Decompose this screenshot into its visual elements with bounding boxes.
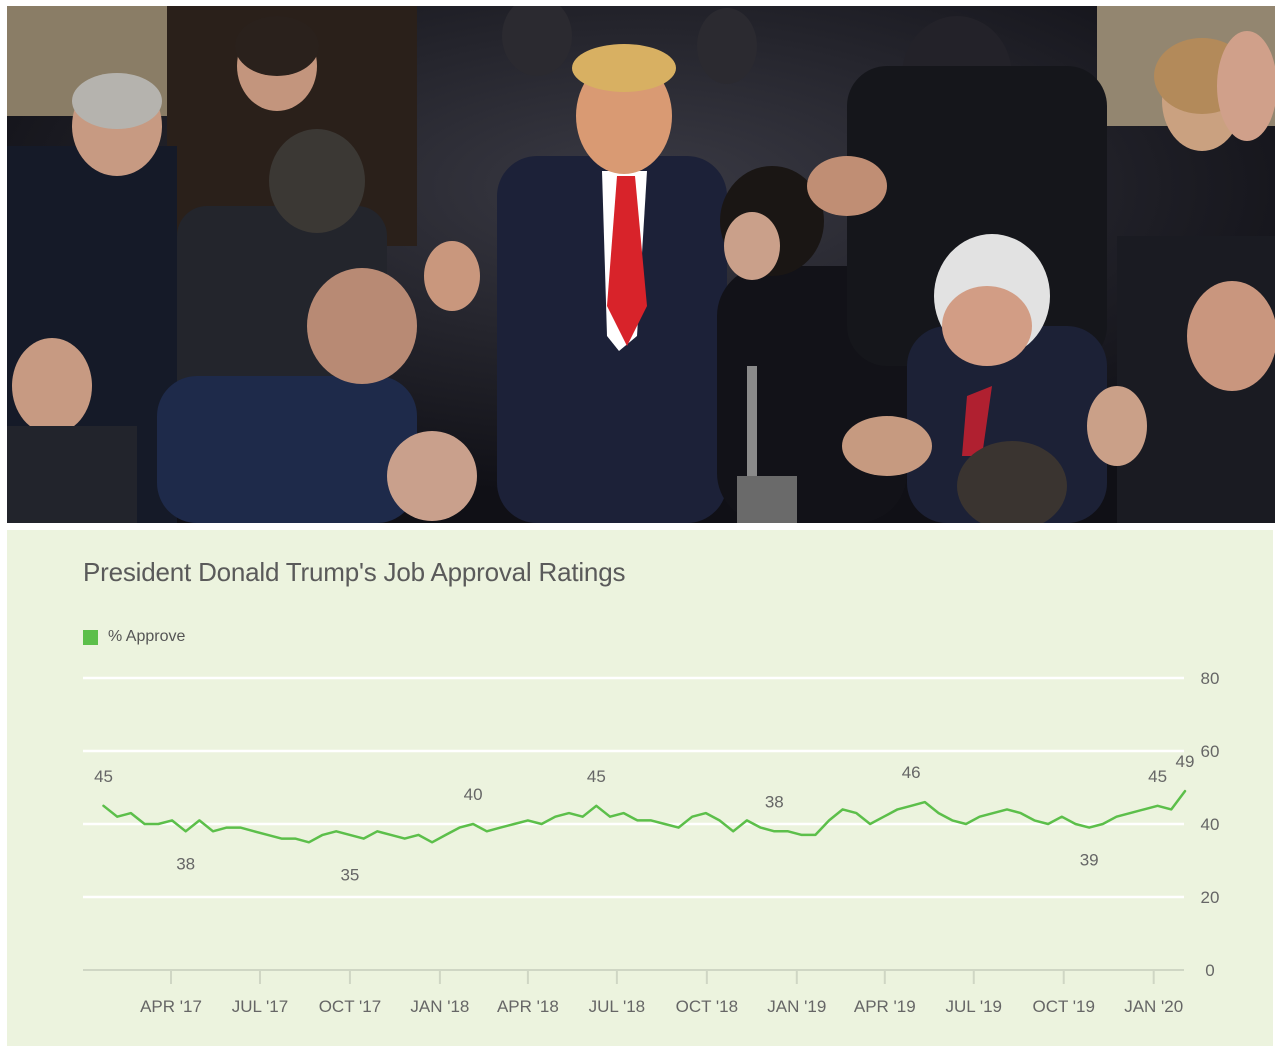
x-tick-label: JAN '19: [767, 997, 826, 1016]
chart-panel: President Donald Trump's Job Approval Ra…: [7, 530, 1273, 1046]
data-label: 35: [340, 865, 359, 884]
x-tick-label: JAN '18: [410, 997, 469, 1016]
y-tick-label: 40: [1201, 815, 1220, 834]
x-tick-label: JUL '17: [232, 997, 288, 1016]
data-label: 45: [94, 767, 113, 786]
news-photo: [7, 6, 1275, 523]
x-tick-label: OCT '19: [1032, 997, 1094, 1016]
data-label: 39: [1080, 851, 1099, 870]
x-tick-label: JUL '18: [589, 997, 645, 1016]
legend: % Approve: [83, 628, 185, 646]
data-label: 46: [902, 763, 921, 782]
series-approve: [102, 789, 1187, 844]
legend-label-approve: % Approve: [108, 628, 186, 645]
x-tick-label: OCT '18: [676, 997, 738, 1016]
data-label: 38: [765, 792, 784, 811]
data-label: 45: [587, 767, 606, 786]
gridlines: [83, 676, 1184, 971]
data-label: 45: [1148, 767, 1167, 786]
x-tick-label: JAN '20: [1124, 997, 1183, 1016]
data-labels: 45 38 35 40 45 38 46 39 45 49: [94, 752, 1194, 884]
y-tick-label: 60: [1201, 742, 1220, 761]
y-tick-label: 0: [1205, 961, 1214, 980]
chart-title: President Donald Trump's Job Approval Ra…: [83, 557, 626, 587]
series-line-approve: [102, 789, 1187, 844]
data-label: 49: [1176, 752, 1195, 771]
x-tick-label: OCT '17: [319, 997, 381, 1016]
legend-swatch: [83, 629, 98, 645]
line-chart: APR '17 JUL '17 OCT '17 JAN '18 APR '18 JUL '…: [83, 669, 1220, 1016]
data-label: 38: [176, 854, 195, 873]
x-tick-label: APR '19: [854, 997, 916, 1016]
y-axis: 80 60 40 20 0: [1201, 669, 1220, 980]
x-tick-label: APR '18: [497, 997, 559, 1016]
x-axis: APR '17 JUL '17 OCT '17 JAN '18 APR '18 JUL '…: [140, 970, 1183, 1016]
y-tick-label: 20: [1201, 888, 1220, 907]
y-tick-label: 80: [1201, 669, 1220, 688]
photo-illustration: [7, 6, 1275, 523]
x-tick-label: APR '17: [140, 997, 202, 1016]
data-label: 40: [464, 785, 483, 804]
x-tick-label: JUL '19: [946, 997, 1002, 1016]
